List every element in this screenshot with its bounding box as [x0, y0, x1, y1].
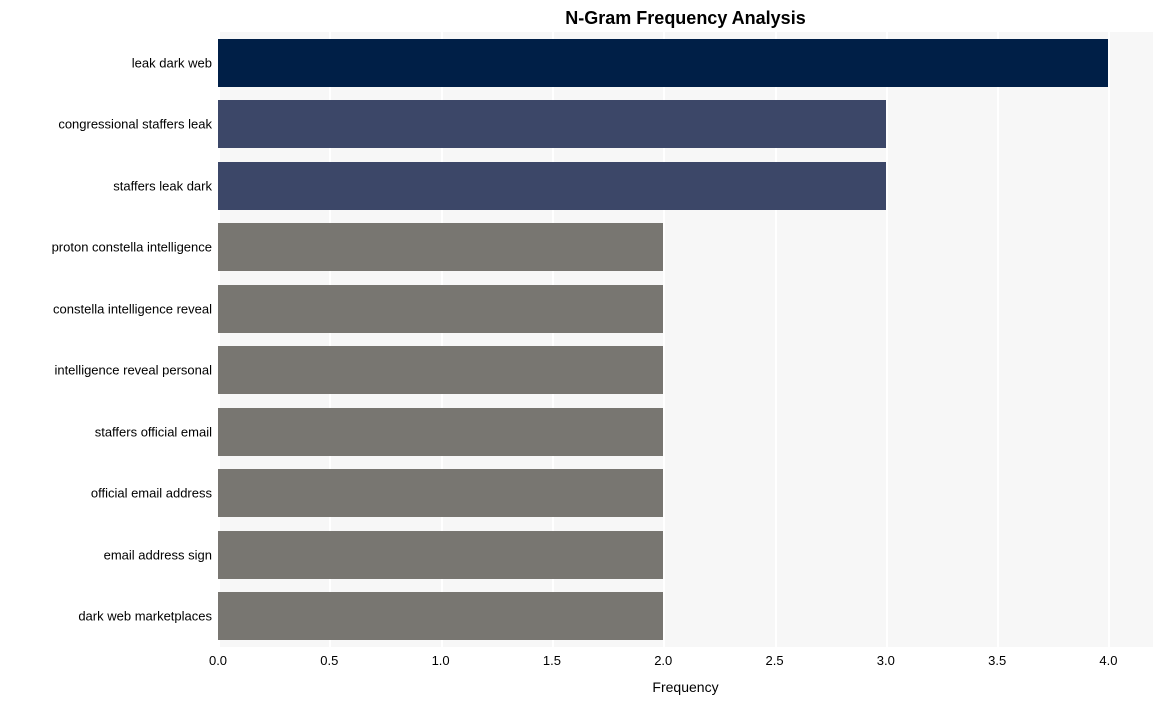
- y-category-label: staffers leak dark: [113, 178, 218, 193]
- x-tick-label: 0.5: [320, 647, 338, 668]
- x-tick-label: 2.5: [766, 647, 784, 668]
- x-tick-label: 2.0: [654, 647, 672, 668]
- y-category-label: staffers official email: [95, 424, 218, 439]
- y-category-label: email address sign: [104, 547, 218, 562]
- plot-area: 0.00.51.01.52.02.53.03.54.0leak dark web…: [218, 32, 1153, 647]
- y-category-label: congressional staffers leak: [58, 117, 218, 132]
- bar: [218, 39, 1108, 87]
- x-tick-label: 1.5: [543, 647, 561, 668]
- bar: [218, 223, 663, 271]
- bar: [218, 592, 663, 640]
- gridline: [997, 32, 999, 647]
- x-tick-label: 3.0: [877, 647, 895, 668]
- bar: [218, 531, 663, 579]
- y-category-label: intelligence reveal personal: [54, 363, 218, 378]
- bar: [218, 285, 663, 333]
- chart-title: N-Gram Frequency Analysis: [565, 8, 805, 29]
- gridline: [886, 32, 888, 647]
- x-tick-label: 3.5: [988, 647, 1006, 668]
- x-axis-label: Frequency: [652, 679, 718, 695]
- gridline: [1108, 32, 1110, 647]
- bar: [218, 100, 886, 148]
- y-category-label: proton constella intelligence: [52, 240, 218, 255]
- y-category-label: constella intelligence reveal: [53, 301, 218, 316]
- bar: [218, 162, 886, 210]
- y-category-label: official email address: [91, 486, 218, 501]
- bar: [218, 408, 663, 456]
- x-tick-label: 4.0: [1099, 647, 1117, 668]
- y-category-label: dark web marketplaces: [78, 609, 218, 624]
- ngram-frequency-chart: N-Gram Frequency Analysis 0.00.51.01.52.…: [0, 0, 1159, 701]
- x-tick-label: 1.0: [432, 647, 450, 668]
- x-tick-label: 0.0: [209, 647, 227, 668]
- y-category-label: leak dark web: [132, 55, 218, 70]
- bar: [218, 346, 663, 394]
- bar: [218, 469, 663, 517]
